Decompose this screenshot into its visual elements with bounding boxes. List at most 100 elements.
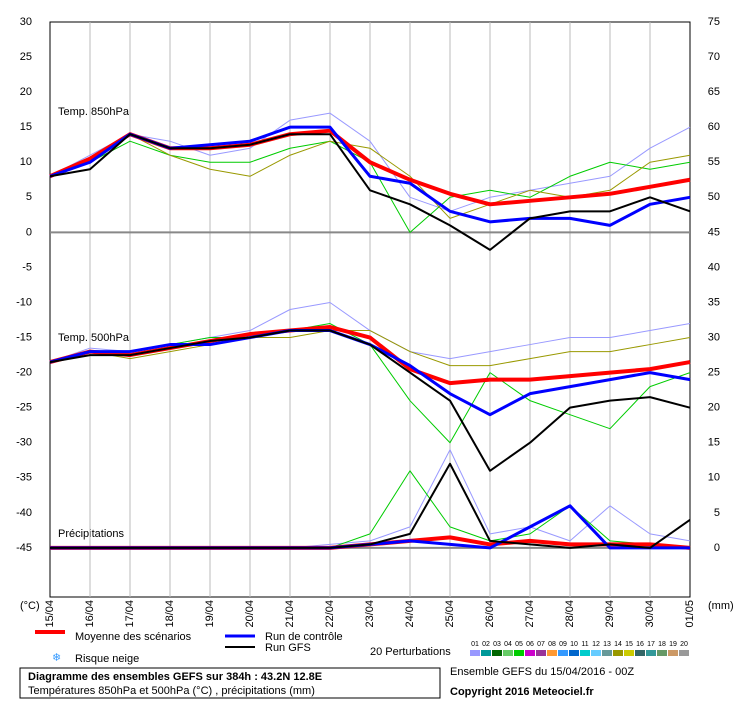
perturbation-label: 09 <box>559 641 567 648</box>
perturbation-swatch <box>525 650 535 656</box>
x-tick-label: 17/04 <box>124 600 136 628</box>
perturbation-swatch <box>646 650 656 656</box>
annotation: Temp. 500hPa <box>58 332 130 344</box>
y2-tick-label: 40 <box>708 261 720 273</box>
y2-tick-label: 65 <box>708 86 720 98</box>
x-tick-label: 23/04 <box>364 600 376 628</box>
x-tick-label: 01/05 <box>684 600 696 628</box>
perturbation-label: 13 <box>603 641 611 648</box>
info-subtitle: Températures 850hPa et 500hPa (°C) , pré… <box>28 685 315 697</box>
y-tick-label: 15 <box>20 121 32 133</box>
perturbation-swatch <box>569 650 579 656</box>
legend-label: Run GFS <box>265 642 311 654</box>
x-tick-label: 24/04 <box>404 600 416 628</box>
legend-label: Risque neige <box>75 653 139 665</box>
perturbation-swatch <box>580 650 590 656</box>
series-line <box>49 330 691 367</box>
y-tick-label: -30 <box>16 437 32 449</box>
y2-tick-label: 70 <box>708 51 720 63</box>
perturbation-label: 19 <box>669 641 677 648</box>
legend-label: Moyenne des scénarios <box>75 631 192 643</box>
perturbation-swatch <box>536 650 546 656</box>
series-line <box>49 329 691 472</box>
y2-unit: (mm) <box>708 600 734 612</box>
perturbation-label: 20 <box>680 641 688 648</box>
x-tick-label: 16/04 <box>84 600 96 628</box>
perturbation-swatch <box>635 650 645 656</box>
x-tick-label: 28/04 <box>564 600 576 628</box>
info-title: Diagramme des ensembles GEFS sur 384h : … <box>28 671 322 683</box>
y-tick-label: -45 <box>16 542 32 554</box>
x-tick-label: 18/04 <box>164 600 176 628</box>
x-tick-label: 25/04 <box>444 600 456 628</box>
x-tick-label: 26/04 <box>484 600 496 628</box>
x-tick-label: 19/04 <box>204 600 216 628</box>
x-tick-label: 21/04 <box>284 600 296 628</box>
perturbation-label: 01 <box>471 641 479 648</box>
y2-tick-label: 50 <box>708 191 720 203</box>
perturbation-swatch <box>470 650 480 656</box>
y-unit: (°C) <box>20 600 40 612</box>
annotation: Précipitations <box>58 528 125 540</box>
perturbation-swatch <box>657 650 667 656</box>
series-line <box>49 112 691 212</box>
copyright: Copyright 2016 Meteociel.fr <box>450 686 594 698</box>
perturbation-label: 07 <box>537 641 545 648</box>
y-tick-label: 20 <box>20 86 32 98</box>
y2-tick-label: 25 <box>708 367 720 379</box>
y-tick-label: 5 <box>26 191 32 203</box>
perturbation-label: 04 <box>504 641 512 648</box>
perturbation-label: 18 <box>658 641 666 648</box>
perturbation-label: 11 <box>581 641 588 648</box>
series-line <box>50 462 691 549</box>
series-line <box>49 133 691 251</box>
x-tick-label: 20/04 <box>244 600 256 628</box>
y2-tick-label: 75 <box>708 16 720 28</box>
y2-tick-label: 0 <box>714 542 720 554</box>
perturbation-label: 03 <box>493 641 501 648</box>
y-tick-label: -5 <box>22 261 32 273</box>
y2-tick-label: 55 <box>708 156 720 168</box>
perturbation-swatch <box>481 650 491 656</box>
perturbation-swatch <box>492 650 502 656</box>
y2-tick-label: 30 <box>708 331 720 343</box>
y2-tick-label: 15 <box>708 437 720 449</box>
perturbation-swatch <box>558 650 568 656</box>
y-tick-label: 10 <box>20 156 32 168</box>
x-tick-label: 27/04 <box>524 600 536 628</box>
y2-tick-label: 45 <box>708 226 720 238</box>
y-tick-label: -40 <box>16 507 32 519</box>
y-tick-label: 0 <box>26 226 32 238</box>
x-tick-label: 22/04 <box>324 600 336 628</box>
perturbation-label: 10 <box>570 641 578 648</box>
y2-tick-label: 20 <box>708 402 720 414</box>
perturbation-swatch <box>679 650 689 656</box>
perturbation-label: 06 <box>526 641 534 648</box>
y-tick-label: 25 <box>20 51 32 63</box>
perturbation-swatch <box>514 650 524 656</box>
annotation: Temp. 850hPa <box>58 106 130 118</box>
y-tick-label: 30 <box>20 16 32 28</box>
perturbation-swatch <box>602 650 612 656</box>
perturbation-label: 05 <box>515 641 523 648</box>
y2-tick-label: 35 <box>708 296 720 308</box>
perturbation-label: 12 <box>592 641 600 648</box>
run-info: Ensemble GEFS du 15/04/2016 - 00Z <box>450 666 634 678</box>
perturbation-label: 14 <box>614 641 622 648</box>
perturbation-label: 02 <box>482 641 490 648</box>
perturbation-label: 15 <box>625 641 633 648</box>
perturbation-swatch <box>503 650 513 656</box>
perturbation-label: 08 <box>548 641 556 648</box>
y2-tick-label: 60 <box>708 121 720 133</box>
legend-label: Run de contrôle <box>265 631 343 643</box>
y-tick-label: -25 <box>16 402 32 414</box>
perturbation-swatch <box>624 650 634 656</box>
y-tick-label: -35 <box>16 472 32 484</box>
y-tick-label: -20 <box>16 367 32 379</box>
snow-icon: ❄ <box>52 652 61 664</box>
x-tick-label: 30/04 <box>644 600 656 628</box>
perturbation-swatch <box>668 650 678 656</box>
y2-tick-label: 5 <box>714 507 720 519</box>
info-box <box>19 667 441 699</box>
